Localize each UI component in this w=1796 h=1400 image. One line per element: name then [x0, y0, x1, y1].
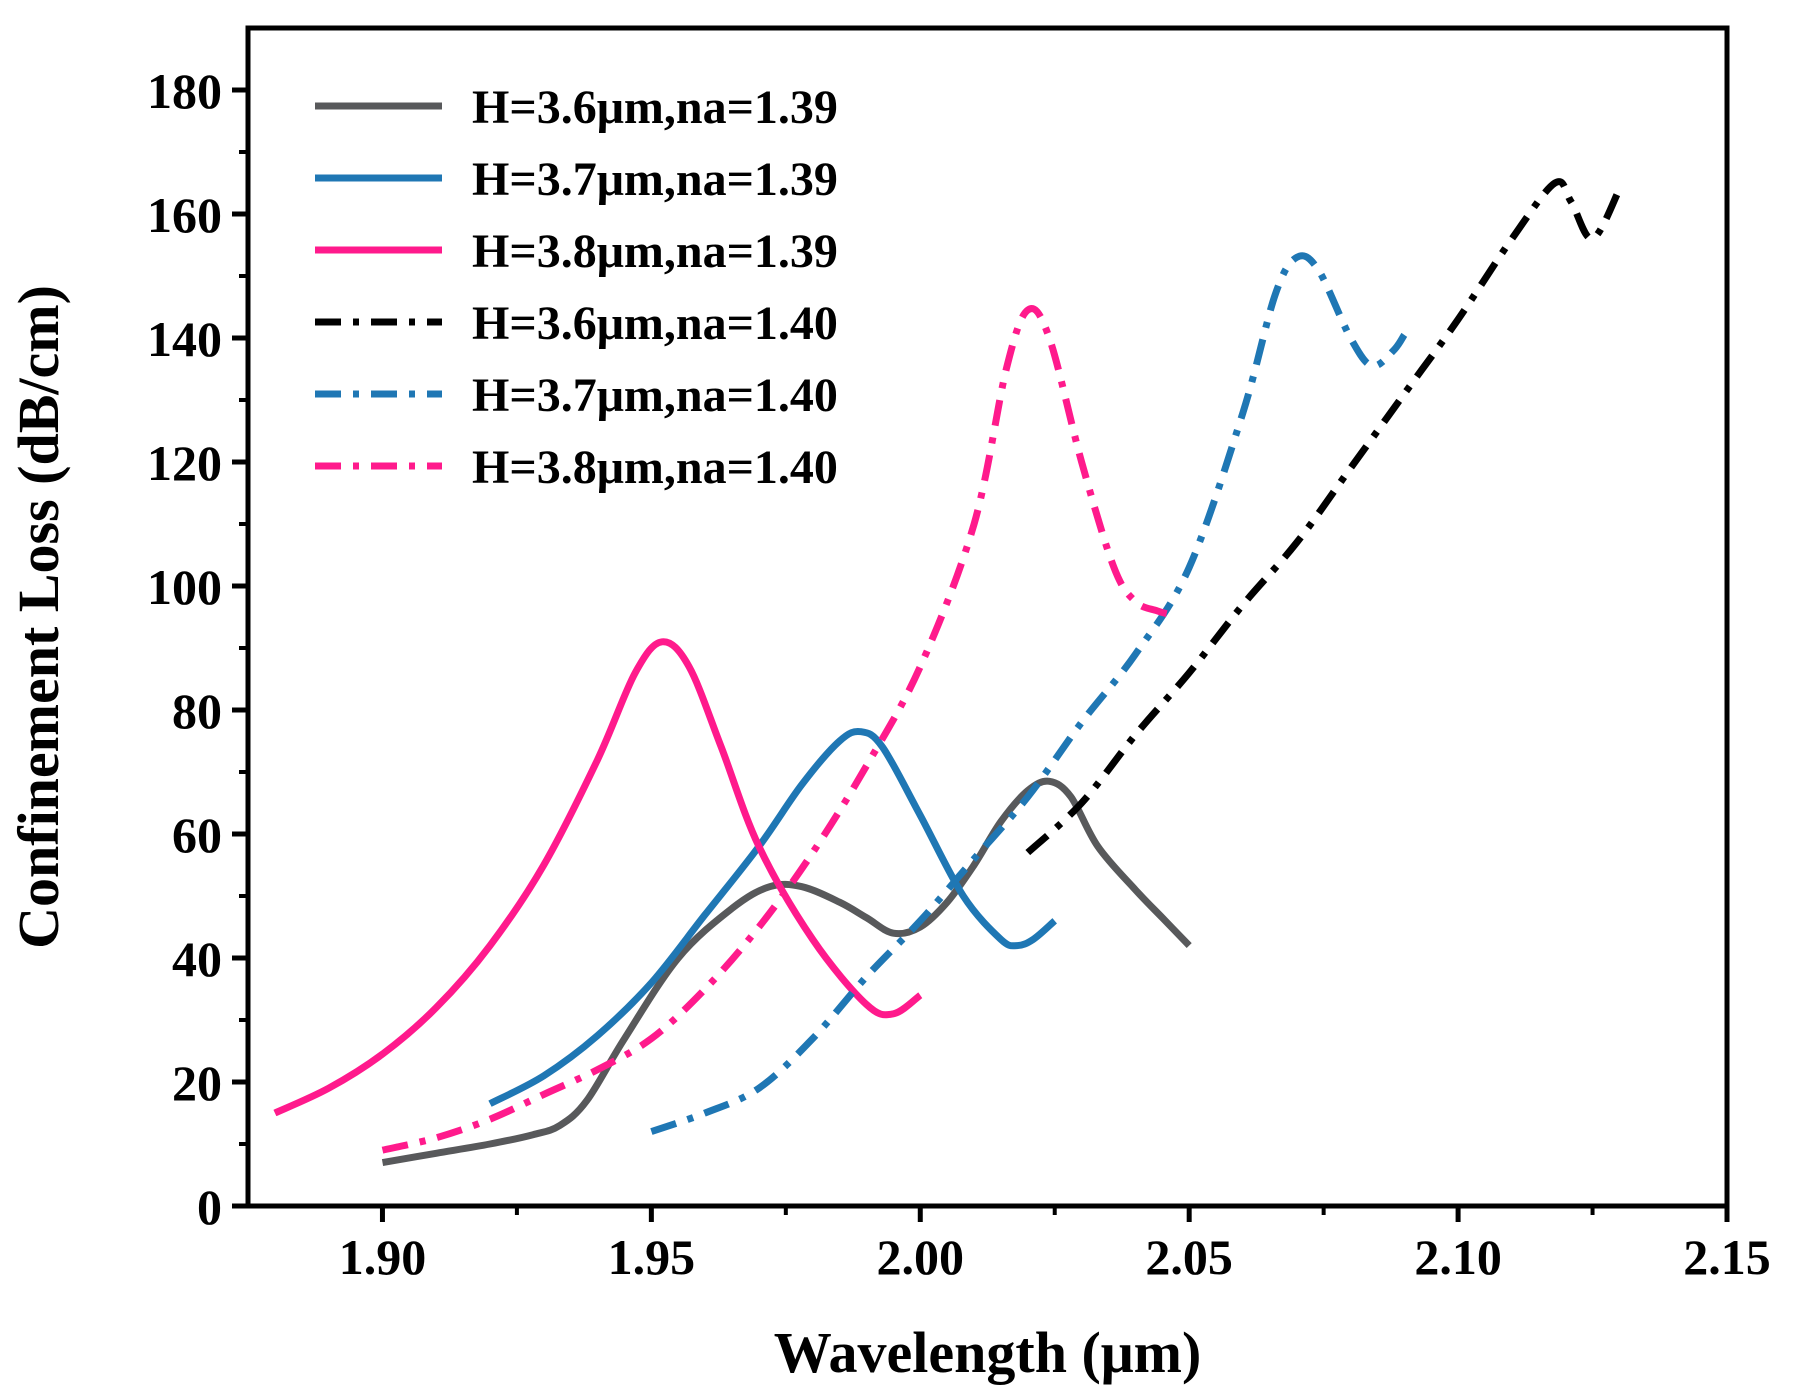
x-tick-label: 1.90 — [339, 1229, 427, 1285]
x-tick-label: 2.10 — [1414, 1229, 1502, 1285]
y-tick-label: 20 — [172, 1055, 222, 1111]
legend-label-6: H=3.8μm,na=1.40 — [472, 441, 838, 494]
legend-label-4: H=3.6μm,na=1.40 — [472, 297, 838, 350]
x-tick-label: 2.15 — [1683, 1229, 1771, 1285]
series-line-2 — [488, 727, 1058, 1107]
x-tick-label: 2.05 — [1145, 1229, 1233, 1285]
y-tick-label: 140 — [147, 311, 222, 367]
legend-label-2: H=3.7μm,na=1.39 — [472, 153, 838, 206]
x-tick-label: 2.00 — [877, 1229, 965, 1285]
y-tick-label: 100 — [147, 559, 222, 615]
series-line-6 — [381, 305, 1169, 1154]
y-tick-label: 120 — [147, 435, 222, 491]
y-tick-label: 0 — [197, 1179, 222, 1235]
ticks-layer: 1.90 1.95 2.00 2.05 2.10 2.15 0 20 40 60 80 100 120 1… — [147, 63, 1771, 1285]
legend-label-3: H=3.8μm,na=1.39 — [472, 225, 838, 278]
y-tick-label: 160 — [147, 187, 222, 243]
x-tick-label: 1.95 — [608, 1229, 696, 1285]
y-tick-label: 180 — [147, 63, 222, 119]
legend-label-5: H=3.7μm,na=1.40 — [472, 369, 838, 422]
series-line-5 — [650, 252, 1408, 1135]
y-tick-label: 40 — [172, 931, 222, 987]
x-axis-title: Wavelength (μm) — [774, 1320, 1202, 1385]
legend-label-1: H=3.6μm,na=1.39 — [472, 81, 838, 134]
series-line-1 — [381, 777, 1192, 1167]
y-tick-label: 80 — [172, 683, 222, 739]
y-tick-label: 60 — [172, 807, 222, 863]
legend: H=3.6μm,na=1.39 H=3.7μm,na=1.39 H=3.8μm,na… — [315, 81, 838, 494]
plot-frame — [245, 25, 1730, 1209]
y-axis-title: Confinement Loss (dB/cm) — [6, 285, 71, 949]
series-layer — [273, 178, 1623, 1167]
series-line-4 — [1025, 178, 1623, 856]
series-line-3 — [273, 638, 923, 1117]
